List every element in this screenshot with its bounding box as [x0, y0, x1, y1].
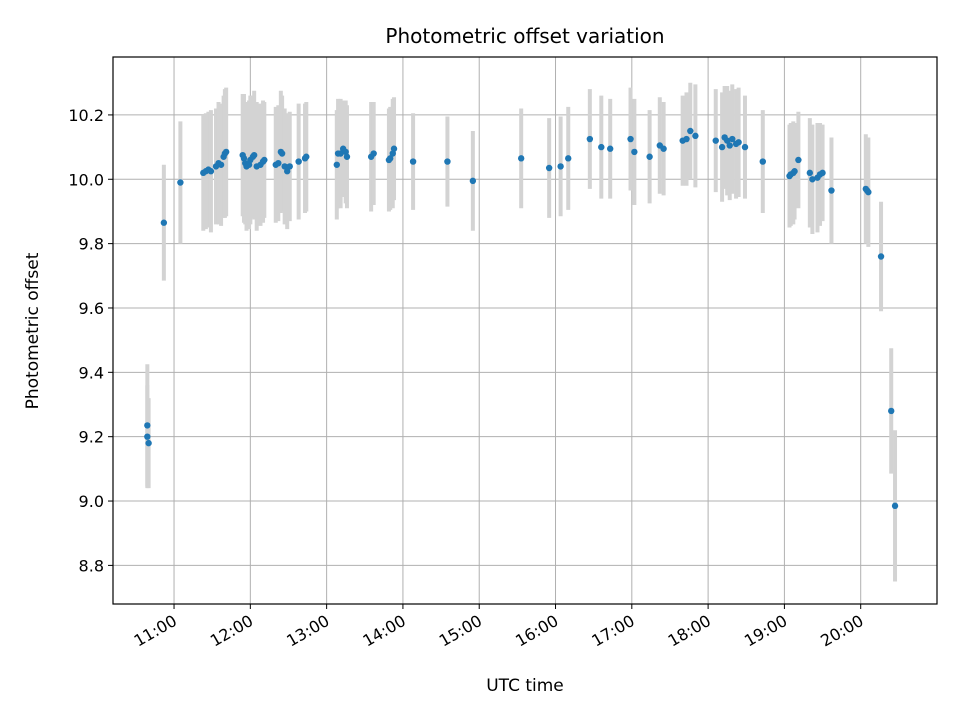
data-point [557, 163, 564, 170]
data-point [795, 156, 802, 164]
data-point [207, 168, 215, 175]
y-tick-label: 10.2 [68, 106, 104, 125]
data-point [469, 177, 477, 185]
data-point [735, 139, 742, 146]
data-point [409, 158, 417, 165]
data-point [683, 135, 690, 143]
data-point [390, 145, 398, 152]
data-point [177, 179, 184, 186]
data-point [828, 187, 835, 194]
data-point [791, 168, 798, 175]
data-point [718, 143, 726, 151]
data-point [160, 219, 168, 226]
data-points [144, 127, 899, 510]
data-point [517, 155, 525, 162]
data-point [565, 155, 572, 162]
data-point [217, 161, 225, 168]
y-axis-ticks: 8.8 9.0 9.2 9.4 9.6 9.8 10.0 10.2 [68, 106, 113, 575]
data-point [444, 158, 451, 165]
data-point [726, 142, 733, 149]
y-tick-label: 9.6 [79, 299, 104, 318]
grid [113, 57, 937, 604]
data-point [646, 153, 653, 160]
y-tick-label: 8.8 [79, 556, 104, 575]
data-point [809, 176, 816, 183]
plot-frame [112, 56, 938, 605]
data-point [598, 143, 605, 151]
data-point [687, 127, 694, 135]
data-point [342, 148, 349, 156]
data-point [741, 143, 749, 151]
data-point [295, 158, 302, 165]
data-point [631, 148, 638, 156]
data-point [660, 145, 667, 152]
data-point [333, 161, 341, 168]
data-point [144, 422, 151, 429]
data-point [891, 502, 899, 510]
y-tick-label: 9.2 [79, 428, 104, 447]
data-point [286, 163, 293, 170]
data-point [275, 159, 282, 167]
data-point [759, 158, 766, 165]
data-point [606, 145, 614, 152]
y-tick-label: 10.0 [68, 170, 104, 189]
data-point [389, 150, 396, 157]
data-point [888, 407, 895, 415]
data-point [222, 148, 230, 156]
data-point [250, 151, 258, 159]
data-point [819, 169, 826, 177]
data-point [586, 135, 594, 143]
data-point [545, 164, 553, 172]
data-point [245, 161, 253, 168]
y-axis-label: Photometric offset [23, 252, 43, 409]
y-tick-label: 9.8 [79, 235, 104, 254]
y-tick-label: 9.4 [79, 363, 104, 382]
data-point [877, 253, 885, 260]
data-point [692, 132, 699, 140]
data-point [865, 188, 872, 196]
x-axis-label: UTC time [486, 676, 564, 696]
data-point [144, 433, 151, 440]
data-point [278, 150, 286, 157]
data-point [337, 150, 344, 157]
data-point [387, 155, 394, 162]
data-point [370, 150, 377, 157]
y-tick-label: 9.0 [79, 492, 104, 511]
data-point [712, 137, 719, 144]
data-point [145, 439, 152, 447]
data-point [806, 169, 814, 177]
data-point [261, 156, 268, 164]
data-point [729, 135, 736, 143]
data-point [723, 137, 731, 144]
data-point [303, 153, 310, 160]
chart-title: Photometric offset variation [385, 24, 664, 48]
data-point [343, 153, 351, 160]
data-point [284, 168, 291, 175]
data-point [627, 135, 634, 143]
data-point [240, 155, 248, 162]
data-point [281, 163, 288, 170]
